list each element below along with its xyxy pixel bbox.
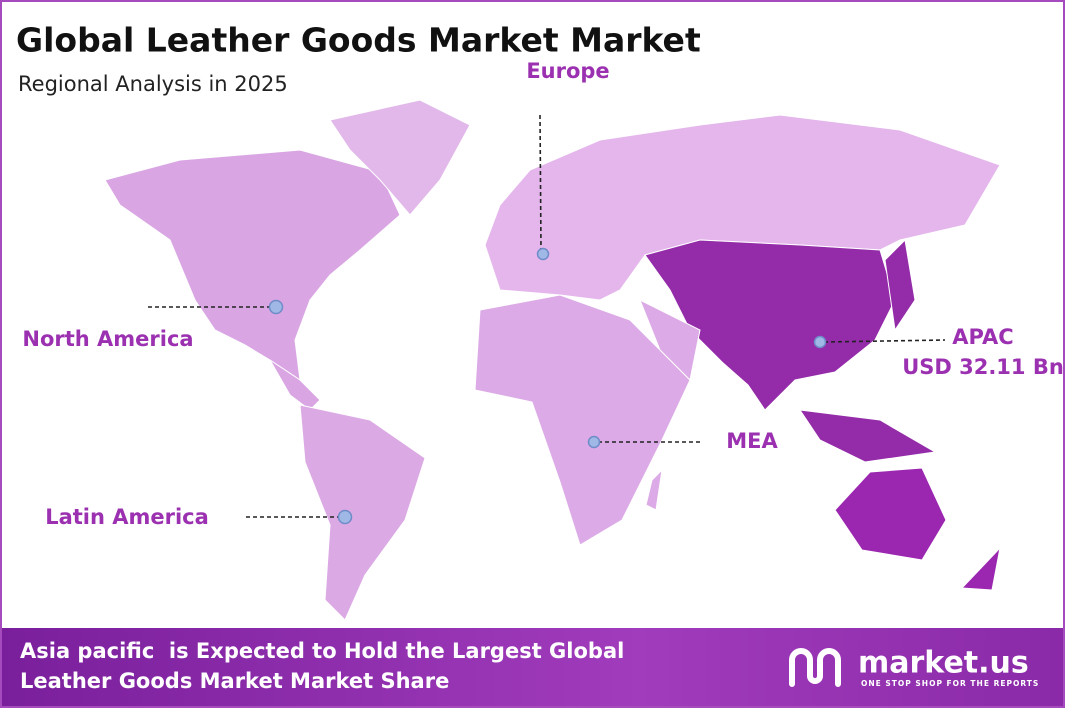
europe-north-asia [484, 114, 1001, 301]
south-america [299, 404, 426, 621]
region-label: North America [22, 327, 193, 351]
europe-leader [539, 114, 542, 251]
middle-east [639, 298, 701, 382]
north-america [104, 149, 401, 382]
footer-line: Leather Goods Market Market Share [20, 669, 449, 693]
region-label: Latin America [45, 505, 209, 529]
greenland [329, 99, 471, 216]
footer-line: Asia pacific is Expected to Hold the Lar… [20, 639, 624, 663]
markers [268, 247, 827, 525]
apac-marker [813, 335, 827, 349]
title: Global Leather Goods Market Market [16, 21, 701, 60]
mea-marker [587, 435, 601, 449]
central-america [269, 359, 321, 411]
region-label: Europe [526, 59, 609, 83]
japan [884, 238, 916, 332]
logo: market.us ONE STOP SHOP FOR THE REPORTS [789, 646, 1039, 688]
footer-band [2, 628, 1063, 706]
latin-america-marker [337, 509, 353, 525]
region-label: MEA [726, 429, 778, 453]
new-zealand [960, 546, 1001, 591]
madagascar [645, 468, 663, 511]
logo-icon [789, 648, 841, 687]
europe-marker [536, 247, 550, 261]
leaders [148, 114, 946, 518]
australia [834, 467, 947, 561]
subtitle: Regional Analysis in 2025 [18, 72, 288, 96]
region-label: APAC [952, 325, 1013, 349]
world-map [104, 99, 1001, 621]
logo-name: market.us [858, 646, 1029, 681]
logo-tagline: ONE STOP SHOP FOR THE REPORTS [861, 679, 1039, 688]
north-america-marker [268, 299, 284, 315]
region-value: USD 32.11 Bn [902, 355, 1064, 379]
apac-leader [823, 339, 946, 343]
africa [474, 294, 691, 546]
southeast-asia [798, 409, 937, 463]
